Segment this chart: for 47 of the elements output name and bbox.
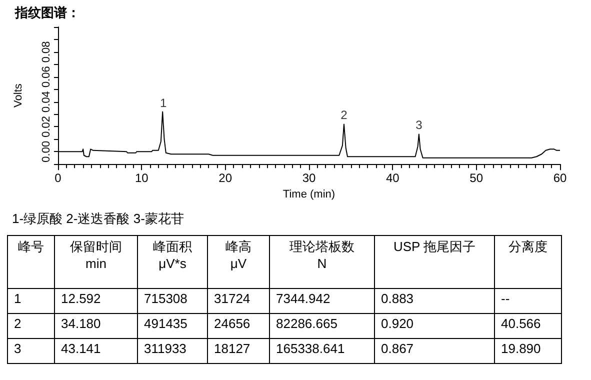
annotation: 1 <box>160 96 168 110</box>
annotation: 3 <box>416 118 423 132</box>
text: 18127 <box>208 338 270 364</box>
text: 311933 <box>138 338 208 364</box>
text: 7344.942 <box>270 288 374 314</box>
text: 491435 <box>138 314 208 338</box>
y-tick-label: 0.00 <box>40 140 52 162</box>
text: 分离度 <box>494 236 562 288</box>
text: 1-绿原酸 2-迷迭香酸 3-蒙花苷 <box>12 210 184 228</box>
text: 0.867 <box>374 338 494 364</box>
text: 峰面积 μV*s <box>138 236 208 288</box>
text: 43.141 <box>54 338 138 364</box>
x-tick-label: 30 <box>302 171 316 186</box>
text: -- <box>494 288 562 314</box>
text: 165338.641 <box>270 338 374 364</box>
text: 715308 <box>138 288 208 314</box>
x-tick-label: 60 <box>553 171 567 186</box>
y-tick-label: 0.02 <box>40 116 52 138</box>
text: 24656 <box>208 314 270 338</box>
y-axis-title: Volts <box>12 83 24 108</box>
text: 1 <box>8 288 54 314</box>
x-tick-label: 10 <box>134 171 149 186</box>
text: 0.883 <box>374 288 494 314</box>
text: USP 拖尾因子 <box>374 236 494 288</box>
text: 31724 <box>208 288 270 314</box>
y-tick-label: 0.08 <box>40 41 52 63</box>
text: 峰高 μV <box>208 236 270 288</box>
text: 12.592 <box>54 288 138 314</box>
x-axis-title: Time (min) <box>282 188 336 200</box>
x-tick-label: 40 <box>386 171 400 186</box>
y-tick-label: 0.04 <box>40 91 52 112</box>
text: 82286.665 <box>270 314 374 338</box>
text: 19.890 <box>494 338 562 364</box>
x-tick-label: 50 <box>470 171 484 186</box>
text: 峰号 <box>8 236 54 288</box>
text: 34.180 <box>54 314 138 338</box>
text: 3 <box>8 338 54 364</box>
text: 理论塔板数 N <box>270 236 374 288</box>
x-tick-label: 20 <box>218 171 232 186</box>
text: 保留时间 min <box>54 236 138 288</box>
annotation: 2 <box>340 108 348 122</box>
text: 2 <box>8 314 54 338</box>
text: 0.920 <box>374 314 494 338</box>
y-tick-label: 0.06 <box>40 66 52 88</box>
chart-title: 指纹图谱： <box>14 5 80 21</box>
text: 40.566 <box>494 314 562 338</box>
x-tick-label: 0 <box>54 171 62 186</box>
